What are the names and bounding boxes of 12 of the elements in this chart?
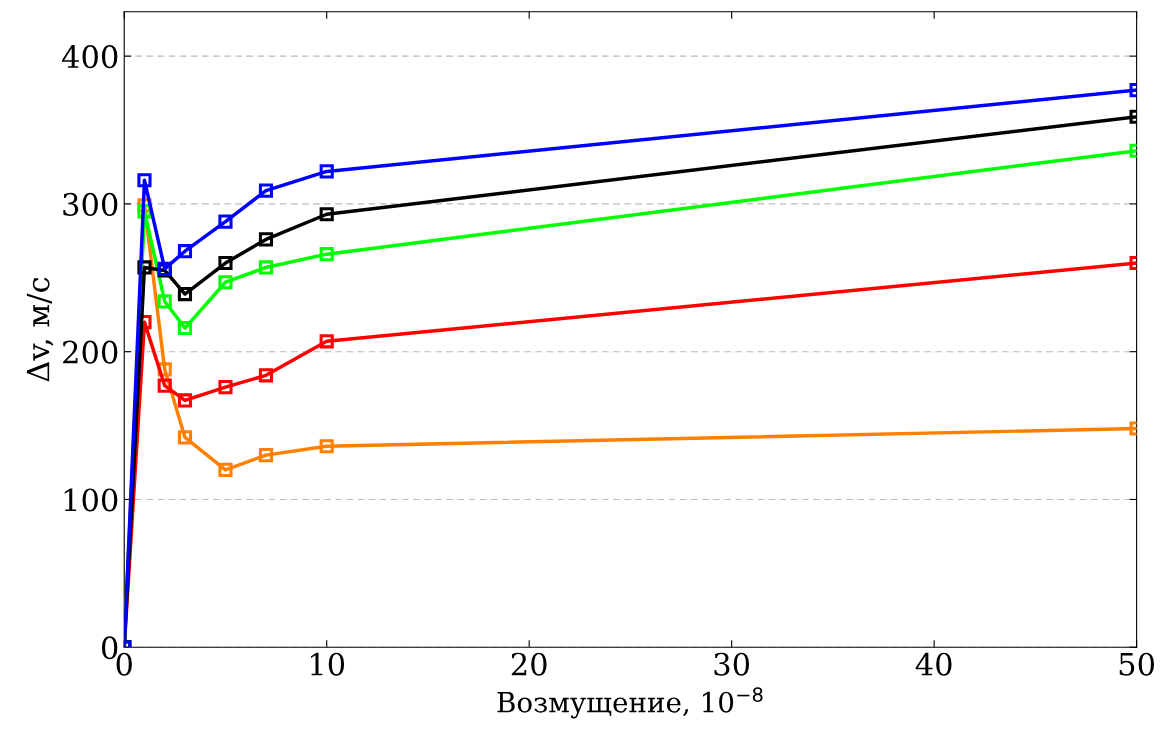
- y-tick-label: 200: [63, 340, 118, 364]
- x-tick-label: 40: [915, 652, 952, 676]
- x-tick-label: 10: [310, 652, 345, 676]
- x-tick-label: 30: [714, 652, 750, 676]
- y-tick-label: 300: [63, 192, 118, 216]
- x-tick-label: 50: [1119, 652, 1155, 676]
- x-axis-title: Возмущение, 10$^{−8}$: [497, 687, 763, 719]
- y-tick-label: 100: [64, 488, 118, 512]
- x-tick-label: 20: [511, 652, 547, 676]
- y-axis-title: Δv, м/с: [26, 277, 54, 382]
- y-tick-label: 0: [101, 636, 118, 660]
- y-tick-label: 400: [61, 45, 118, 69]
